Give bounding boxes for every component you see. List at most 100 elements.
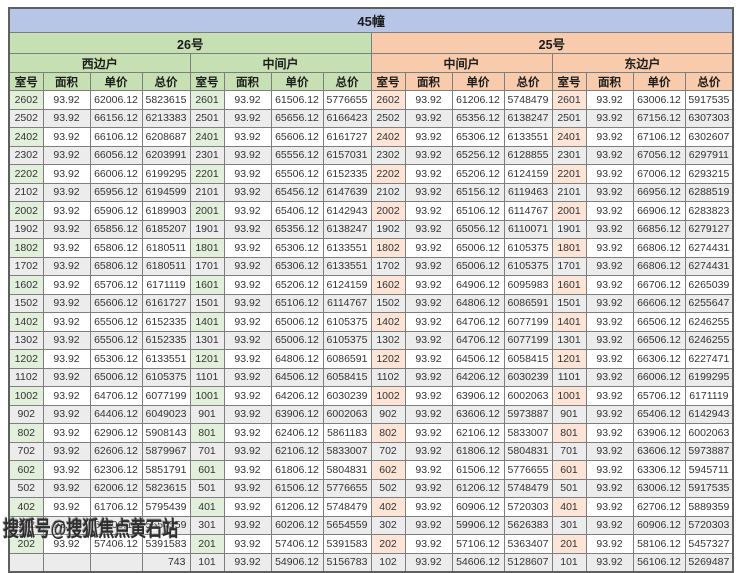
total-price-cell: 5720303 (684, 515, 734, 535)
area-cell: 93.92 (585, 534, 634, 554)
unit-price-cell: 61506.12 (451, 460, 505, 480)
room-cell: 2001 (189, 201, 225, 221)
unit-price-cell: 64706.12 (89, 386, 143, 406)
table-row: 602 93.92 62306.12 5851791 601 93.92 61806.12 5… (8, 460, 734, 480)
unit-price-cell: 63006.12 (632, 478, 686, 498)
total-price-cell: 6133551 (503, 127, 553, 147)
area-cell: 93.92 (42, 441, 91, 461)
total-price-cell: 6095983 (503, 275, 553, 295)
unit-price-cell: 63606.12 (632, 441, 686, 461)
room-cell: 1302 (8, 330, 44, 350)
area-cell: 93.92 (223, 478, 272, 498)
area-cell: 93.92 (42, 256, 91, 276)
unit-price-cell: 65356.12 (270, 219, 324, 239)
room-cell: 1402 (370, 312, 406, 332)
table-row: 2302 93.92 66056.12 6203991 2301 93.92 65556.1… (8, 145, 734, 165)
area-cell: 93.92 (42, 275, 91, 295)
col-header-unit-price: 单价 (632, 72, 686, 91)
area-cell: 93.92 (585, 108, 634, 128)
unit-price-cell: 66106.12 (89, 127, 143, 147)
col-header-area: 面积 (42, 72, 91, 91)
total-price-cell: 6147639 (322, 182, 372, 202)
unit-price-cell: 65806.12 (89, 256, 143, 276)
area-cell: 93.92 (42, 145, 91, 165)
total-price-cell: 5917535 (684, 90, 734, 110)
room-cell: 1901 (189, 219, 225, 239)
total-price-cell: 5269487 (684, 552, 734, 573)
total-price-cell: 6002063 (684, 423, 734, 443)
room-cell: 1801 (551, 238, 587, 258)
room-cell: 2001 (551, 201, 587, 221)
room-cell: 1902 (370, 219, 406, 239)
total-price-cell: 6293215 (684, 164, 734, 184)
unit-price-cell: 60906.12 (632, 515, 686, 535)
area-cell: 93.92 (585, 330, 634, 350)
unit-price-cell: 66956.12 (632, 182, 686, 202)
room-cell: 2602 (370, 90, 406, 110)
unit-price-cell: 63006.12 (632, 90, 686, 110)
unit-price-cell: 65856.12 (89, 219, 143, 239)
unit-price-cell: 65356.12 (451, 108, 505, 128)
unit-price-cell: 65206.12 (451, 164, 505, 184)
area-cell: 93.92 (42, 293, 91, 313)
unit-price-cell: 67056.12 (632, 145, 686, 165)
unit-price-cell: 66006.12 (89, 164, 143, 184)
area-cell: 93.92 (42, 164, 91, 184)
total-price-cell: 5861183 (322, 423, 372, 443)
room-cell (8, 552, 44, 573)
room-cell: 2602 (8, 90, 44, 110)
area-cell: 93.92 (585, 349, 634, 369)
room-cell: 901 (551, 404, 587, 424)
total-price-cell: 6246255 (684, 330, 734, 350)
area-cell: 93.92 (223, 275, 272, 295)
room-cell: 2501 (551, 108, 587, 128)
col-header-unit-price: 单价 (89, 72, 143, 91)
room-cell: 2601 (551, 90, 587, 110)
room-cell: 902 (370, 404, 406, 424)
unit-price-cell: 59906.12 (451, 515, 505, 535)
area-cell: 93.92 (223, 460, 272, 480)
area-cell: 93.92 (223, 349, 272, 369)
unit-price-cell: 62006.12 (89, 478, 143, 498)
table-row: 1302 93.92 65506.12 6152335 1301 93.92 65006.1… (8, 330, 734, 350)
total-price-cell: 6152335 (141, 312, 191, 332)
total-price-cell: 6157031 (322, 145, 372, 165)
room-cell: 402 (370, 497, 406, 517)
col-header-room: 室号 (189, 72, 225, 91)
area-cell: 93.92 (585, 275, 634, 295)
total-price-cell: 5917535 (684, 478, 734, 498)
unit-price-cell: 66706.12 (632, 275, 686, 295)
unit-price-cell: 62406.12 (270, 423, 324, 443)
total-price-cell: 6161727 (141, 293, 191, 313)
total-price-cell: 6142943 (322, 201, 372, 221)
unit-price-cell: 61206.12 (270, 497, 324, 517)
room-cell: 1401 (551, 312, 587, 332)
room-cell: 1701 (551, 256, 587, 276)
area-cell: 93.92 (42, 349, 91, 369)
room-cell: 2202 (8, 164, 44, 184)
total-price-cell: 6133551 (141, 349, 191, 369)
total-price-cell: 5908143 (141, 423, 191, 443)
watermark-text: 搜狐号@搜狐焦点黄石站 (3, 518, 179, 541)
unit-price-cell: 67006.12 (632, 164, 686, 184)
room-cell: 1302 (370, 330, 406, 350)
room-cell: 1201 (551, 349, 587, 369)
total-price-cell: 6274431 (684, 256, 734, 276)
table-row: 1102 93.92 65006.12 6105375 1101 93.92 64506.1… (8, 367, 734, 387)
area-cell: 93.92 (223, 127, 272, 147)
column-header-row: 室号 面积 单价 总价 室号 面积 单价 总价 室号 面积 单价 总价 室号 面积 单价 总价 (8, 72, 734, 91)
total-price-cell: 6128855 (503, 145, 553, 165)
table-row: 902 93.92 64406.12 6049023 901 93.92 63906.12 6… (8, 404, 734, 424)
area-cell: 93.92 (42, 386, 91, 406)
area-cell: 93.92 (42, 108, 91, 128)
total-price-cell: 743 (141, 552, 191, 573)
room-cell: 702 (370, 441, 406, 461)
area-cell: 93.92 (223, 312, 272, 332)
table-row: 702 93.92 62606.12 5879967 701 93.92 62106.12 5… (8, 441, 734, 461)
unit-price-cell: 66006.12 (632, 367, 686, 387)
table-row: 2102 93.92 65956.12 6194599 2101 93.92 65456.1… (8, 182, 734, 202)
total-price-cell: 6255647 (684, 293, 734, 313)
area-cell: 93.92 (404, 386, 453, 406)
total-price-cell: 6049023 (141, 404, 191, 424)
area-cell: 93.92 (585, 256, 634, 276)
